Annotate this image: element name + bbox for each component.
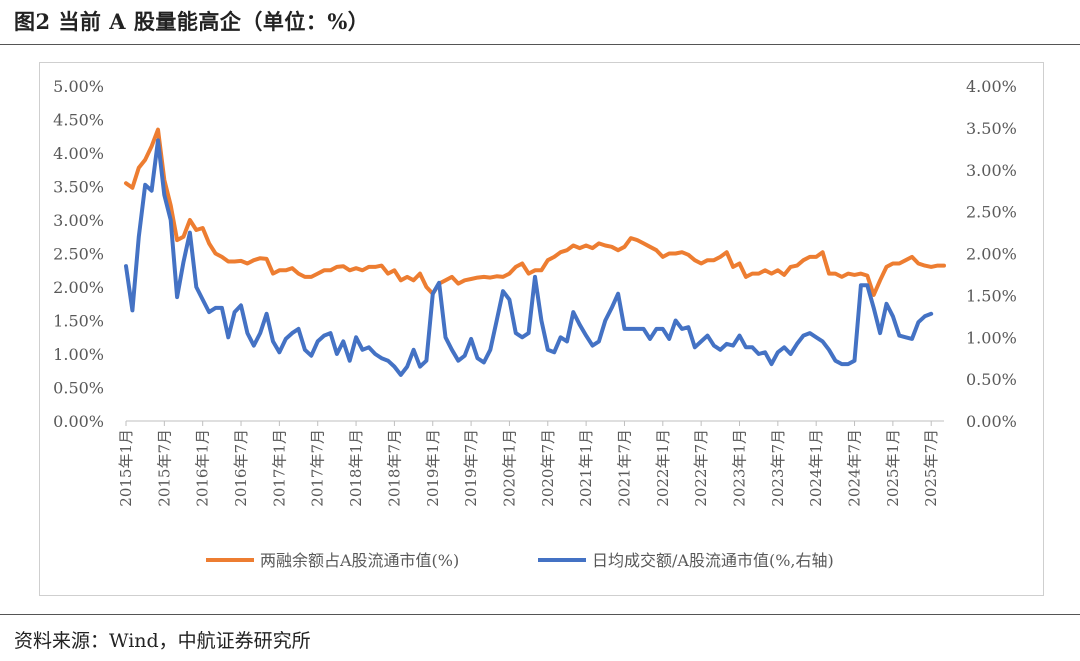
x-tick-label: 2016年7月 bbox=[232, 429, 250, 507]
y-right-tick-label: 1.00% bbox=[966, 328, 1017, 347]
x-tick-label: 2019年1月 bbox=[424, 429, 442, 507]
title-rule bbox=[0, 44, 1080, 45]
y-right-tick-label: 2.50% bbox=[966, 203, 1017, 222]
x-tick-label: 2020年7月 bbox=[539, 429, 557, 507]
x-tick-label: 2015年1月 bbox=[117, 429, 135, 507]
x-tick-label: 2018年1月 bbox=[347, 429, 365, 507]
source-rule bbox=[0, 614, 1080, 615]
y-right-tick-label: 3.00% bbox=[966, 161, 1017, 180]
series-line-2 bbox=[124, 138, 934, 377]
y-left-tick-label: 3.00% bbox=[53, 211, 104, 230]
y-left-tick-label: 3.50% bbox=[53, 178, 104, 197]
x-tick-label: 2022年7月 bbox=[692, 429, 710, 507]
x-tick-label: 2017年7月 bbox=[309, 429, 327, 507]
source-note: 资料来源：Wind，中航证券研究所 bbox=[14, 630, 311, 652]
y-left-tick-label: 0.00% bbox=[53, 412, 104, 431]
legend-label-1: 两融余额占A股流通市值(%) bbox=[260, 551, 459, 570]
x-tick-label: 2025年1月 bbox=[884, 429, 902, 507]
legend-label-2: 日均成交额/A股流通市值(%,右轴) bbox=[592, 551, 834, 570]
y-left-tick-label: 2.00% bbox=[53, 278, 104, 297]
x-tick-label: 2023年7月 bbox=[769, 429, 787, 507]
figure-title: 图2 当前 A 股量能高企（单位：%） bbox=[14, 9, 370, 34]
x-tick-label: 2021年7月 bbox=[615, 429, 633, 507]
series-line-1 bbox=[124, 127, 946, 297]
x-tick-label: 2015年7月 bbox=[155, 429, 173, 507]
y-right-tick-label: 4.00% bbox=[966, 77, 1017, 96]
y-left-tick-label: 1.50% bbox=[53, 312, 104, 331]
y-left-tick-label: 5.00% bbox=[53, 77, 104, 96]
x-tick-label: 2022年1月 bbox=[654, 429, 672, 507]
y-left-tick-label: 1.00% bbox=[53, 345, 104, 364]
x-tick-label: 2021年1月 bbox=[577, 429, 595, 507]
y-right-tick-label: 1.50% bbox=[966, 286, 1017, 305]
x-tick-label: 2019年7月 bbox=[462, 429, 480, 507]
y-right-tick-label: 2.00% bbox=[966, 245, 1017, 264]
y-left-tick-label: 0.50% bbox=[53, 379, 104, 398]
y-left-tick-label: 2.50% bbox=[53, 245, 104, 264]
y-right-tick-label: 0.50% bbox=[966, 370, 1017, 389]
x-tick-label: 2017年1月 bbox=[270, 429, 288, 507]
x-tick-label: 2024年1月 bbox=[807, 429, 825, 507]
x-tick-label: 2023年1月 bbox=[731, 429, 749, 507]
x-tick-label: 2020年1月 bbox=[500, 429, 518, 507]
x-tick-label: 2016年1月 bbox=[194, 429, 212, 507]
x-tick-label: 2024年7月 bbox=[846, 429, 864, 507]
y-right-tick-label: 0.00% bbox=[966, 412, 1017, 431]
y-left-tick-label: 4.50% bbox=[53, 111, 104, 130]
x-tick-label: 2018年7月 bbox=[385, 429, 403, 507]
x-tick-label: 2025年7月 bbox=[922, 429, 940, 507]
y-left-tick-label: 4.00% bbox=[53, 144, 104, 163]
y-right-tick-label: 3.50% bbox=[966, 119, 1017, 138]
